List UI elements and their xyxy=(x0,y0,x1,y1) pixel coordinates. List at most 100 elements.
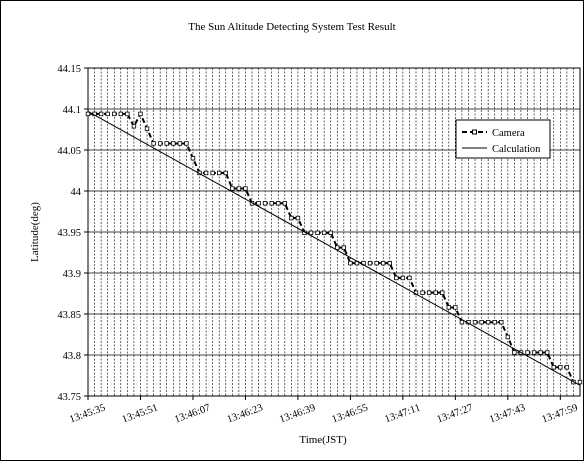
series-camera-point xyxy=(558,365,563,370)
legend-camera-label: Camera xyxy=(492,128,525,139)
series-camera-point xyxy=(512,350,517,355)
chart-title: The Sun Altitude Detecting System Test R… xyxy=(188,21,395,33)
series-camera-point xyxy=(184,141,189,146)
y-tick-label: 43.95 xyxy=(57,228,81,239)
y-tick-label: 44.1 xyxy=(63,105,81,116)
series-camera-point xyxy=(400,275,406,281)
series-camera-point xyxy=(151,141,156,146)
series-camera-point xyxy=(328,230,333,236)
series-camera-point xyxy=(223,170,228,176)
series-camera-point xyxy=(335,245,340,250)
series-camera-point xyxy=(157,141,163,146)
series-camera-point xyxy=(282,201,287,206)
series-camera-point xyxy=(203,170,209,176)
series-camera-point xyxy=(262,201,268,206)
series-camera-point xyxy=(387,260,392,266)
legend-calculation-label: Calculation xyxy=(492,144,541,155)
series-camera-point xyxy=(472,319,478,325)
series-layer xyxy=(85,111,583,386)
series-camera-line xyxy=(88,111,580,384)
y-axis-ticks: 43.75 43.8 43.85 43.9 43.95 44 44.05 44.1 44.15 xyxy=(57,64,88,403)
x-tick-label: 13:47:43 xyxy=(488,402,527,425)
series-camera-point xyxy=(230,186,235,191)
x-tick-label: 13:47:59 xyxy=(540,402,579,425)
x-tick-label: 13:47:27 xyxy=(436,402,475,425)
y-tick-label: 44.15 xyxy=(57,64,81,75)
series-camera-point xyxy=(276,201,281,206)
series-camera-point xyxy=(256,201,261,206)
series-camera-point xyxy=(348,260,353,266)
series-camera-point xyxy=(269,201,274,206)
series-camera-point xyxy=(210,170,215,176)
series-camera-point xyxy=(564,365,570,370)
series-camera-point xyxy=(105,111,110,117)
series-camera-point xyxy=(367,260,373,266)
series-camera-point xyxy=(308,230,314,236)
y-tick-label: 43.8 xyxy=(63,351,81,362)
y-tick-label: 43.9 xyxy=(63,269,81,280)
x-tick-label: 13:46:07 xyxy=(173,402,212,425)
y-tick-label: 44 xyxy=(71,187,82,198)
series-camera-point xyxy=(577,379,583,385)
series-camera-point xyxy=(138,111,143,117)
series-camera-point xyxy=(426,290,432,295)
series-camera-point xyxy=(144,126,150,131)
series-camera-point xyxy=(289,215,294,221)
series-camera-point xyxy=(492,319,497,325)
series-camera-point xyxy=(446,305,451,310)
series-camera-point xyxy=(236,186,242,191)
series-camera-point xyxy=(118,111,123,117)
vertical-gridlines xyxy=(94,68,574,396)
x-tick-label: 13:46:23 xyxy=(226,402,265,425)
series-camera-point xyxy=(321,230,327,236)
series-camera-point xyxy=(499,319,504,325)
y-tick-label: 44.05 xyxy=(57,146,81,157)
series-camera-point xyxy=(374,260,379,266)
legend-box xyxy=(455,119,551,159)
series-camera-point xyxy=(531,350,537,355)
series-camera-point xyxy=(341,245,347,250)
series-camera-point xyxy=(85,111,91,117)
series-camera-point xyxy=(479,319,484,325)
x-tick-label: 13:46:39 xyxy=(278,402,317,425)
x-axis-ticks: 13:45:35 13:45:51 13:46:07 13:46:23 13:46:39… xyxy=(68,396,579,426)
series-camera-point xyxy=(190,155,196,161)
series-calculation-line xyxy=(87,111,581,386)
series-camera-point xyxy=(315,230,320,236)
series-camera-point xyxy=(440,290,445,295)
x-axis-label: Time(JST) xyxy=(299,434,347,446)
series-camera-point xyxy=(216,170,222,176)
series-camera-point xyxy=(538,350,543,355)
legend-camera-marker xyxy=(472,129,477,135)
series-camera-point xyxy=(171,141,176,146)
series-camera-point xyxy=(453,305,458,310)
legend: Camera Calculation xyxy=(455,119,551,159)
series-camera-point xyxy=(112,111,117,117)
y-tick-label: 43.75 xyxy=(57,392,81,403)
x-tick-label: 13:46:55 xyxy=(331,402,370,425)
series-camera-point xyxy=(407,275,412,281)
series-camera-point xyxy=(243,186,248,191)
series-camera-point xyxy=(433,290,438,295)
y-tick-label: 43.85 xyxy=(57,310,81,321)
series-camera-point xyxy=(545,350,550,355)
series-camera-point xyxy=(505,334,511,340)
x-tick-label: 13:45:35 xyxy=(68,402,107,425)
series-camera-point xyxy=(394,275,399,281)
series-camera-point xyxy=(131,124,137,129)
series-camera-point xyxy=(420,290,425,295)
series-camera-point xyxy=(485,319,491,325)
series-camera-point xyxy=(551,365,556,370)
series-camera-point xyxy=(125,111,130,117)
x-tick-label: 13:47:11 xyxy=(383,402,421,425)
series-camera-point xyxy=(164,141,169,146)
series-camera-point xyxy=(380,260,386,266)
series-camera-point xyxy=(295,215,301,221)
x-tick-label: 13:45:51 xyxy=(121,402,160,425)
series-camera-point xyxy=(98,111,104,117)
series-camera-point xyxy=(525,350,530,355)
series-camera-point xyxy=(459,319,465,325)
series-camera-point xyxy=(177,141,183,146)
y-axis-label: Latitude(deg) xyxy=(29,202,41,262)
